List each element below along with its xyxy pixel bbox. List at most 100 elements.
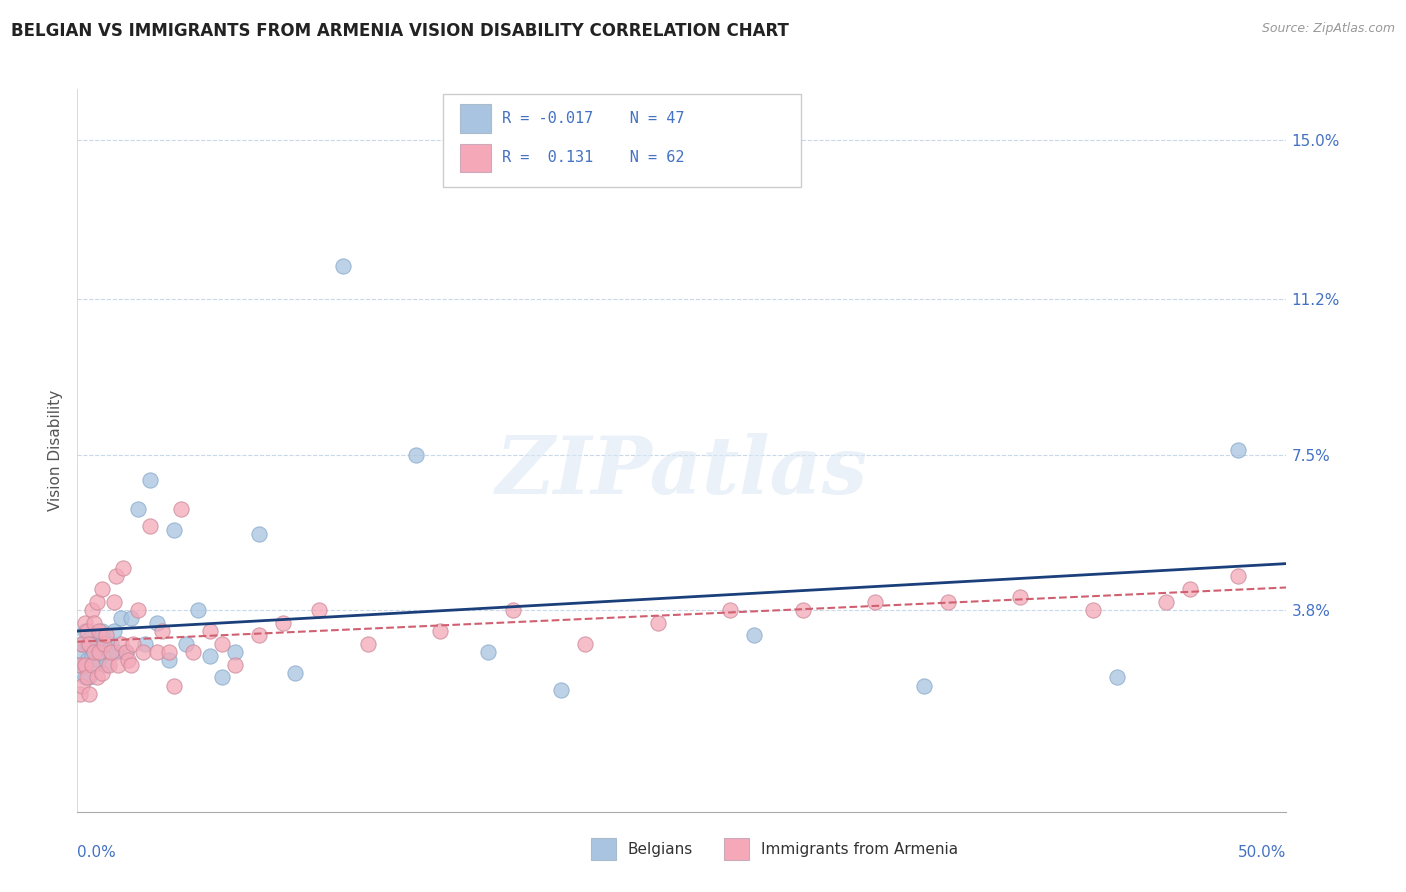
- Point: [211, 637, 233, 651]
- Point: [163, 679, 186, 693]
- Point: [96, 628, 118, 642]
- Point: [110, 611, 132, 625]
- Point: [157, 645, 180, 659]
- Point: [284, 666, 307, 681]
- Point: [80, 628, 103, 642]
- Point: [163, 523, 186, 537]
- Point: [93, 632, 115, 647]
- Text: Source: ZipAtlas.com: Source: ZipAtlas.com: [1261, 22, 1395, 36]
- Point: [1010, 591, 1032, 605]
- Point: [332, 259, 354, 273]
- Point: [107, 657, 129, 672]
- Point: [477, 645, 499, 659]
- Text: 50.0%: 50.0%: [1239, 846, 1286, 860]
- Point: [73, 615, 96, 630]
- Point: [87, 645, 110, 659]
- Point: [744, 628, 766, 642]
- Point: [405, 448, 427, 462]
- Text: ZIPatlas: ZIPatlas: [496, 434, 868, 511]
- Point: [83, 645, 105, 659]
- Point: [200, 624, 222, 639]
- Point: [211, 670, 233, 684]
- Point: [1227, 569, 1250, 583]
- Point: [97, 657, 120, 672]
- Point: [79, 637, 101, 651]
- Point: [127, 502, 149, 516]
- Point: [87, 624, 110, 639]
- Point: [80, 603, 103, 617]
- Point: [718, 603, 741, 617]
- Point: [146, 645, 169, 659]
- Point: [96, 657, 118, 672]
- Point: [90, 637, 112, 651]
- Point: [912, 679, 935, 693]
- Point: [100, 637, 122, 651]
- Point: [105, 645, 128, 659]
- Point: [150, 624, 173, 639]
- Point: [79, 687, 101, 701]
- Point: [117, 653, 139, 667]
- Point: [80, 649, 103, 664]
- Point: [79, 670, 101, 684]
- Point: [120, 611, 142, 625]
- Point: [86, 640, 108, 655]
- Point: [70, 637, 93, 651]
- Point: [134, 637, 156, 651]
- Point: [174, 637, 197, 651]
- Point: [69, 687, 91, 701]
- Point: [76, 653, 98, 667]
- Point: [69, 657, 91, 672]
- Point: [139, 519, 162, 533]
- Point: [574, 637, 596, 651]
- Point: [308, 603, 330, 617]
- Point: [247, 628, 270, 642]
- Point: [114, 645, 136, 659]
- Text: Belgians: Belgians: [627, 842, 692, 856]
- Point: [73, 670, 96, 684]
- Point: [146, 615, 169, 630]
- Point: [200, 649, 222, 664]
- Point: [120, 657, 142, 672]
- Point: [247, 527, 270, 541]
- Point: [80, 657, 103, 672]
- Point: [183, 645, 205, 659]
- Point: [139, 473, 162, 487]
- Point: [76, 637, 98, 651]
- Point: [83, 637, 105, 651]
- Point: [114, 645, 136, 659]
- Point: [187, 603, 209, 617]
- Text: R = -0.017    N = 47: R = -0.017 N = 47: [502, 112, 685, 126]
- Text: Immigrants from Armenia: Immigrants from Armenia: [761, 842, 957, 856]
- Point: [86, 595, 108, 609]
- Point: [90, 582, 112, 596]
- Point: [224, 645, 246, 659]
- Point: [70, 679, 93, 693]
- Point: [110, 637, 132, 651]
- Point: [76, 670, 98, 684]
- Point: [865, 595, 887, 609]
- Point: [103, 595, 125, 609]
- Text: 0.0%: 0.0%: [77, 846, 117, 860]
- Point: [224, 657, 246, 672]
- Point: [86, 670, 108, 684]
- Point: [70, 637, 93, 651]
- Point: [936, 595, 959, 609]
- Point: [550, 682, 572, 697]
- Point: [647, 615, 669, 630]
- Point: [90, 624, 112, 639]
- Point: [93, 637, 115, 651]
- Point: [271, 615, 294, 630]
- Point: [70, 645, 93, 659]
- Text: BELGIAN VS IMMIGRANTS FROM ARMENIA VISION DISABILITY CORRELATION CHART: BELGIAN VS IMMIGRANTS FROM ARMENIA VISIO…: [11, 22, 789, 40]
- Point: [157, 653, 180, 667]
- Point: [1227, 443, 1250, 458]
- Point: [76, 624, 98, 639]
- Point: [356, 637, 378, 651]
- Point: [131, 645, 153, 659]
- Point: [79, 632, 101, 647]
- Point: [105, 569, 128, 583]
- Point: [170, 502, 193, 516]
- Point: [103, 624, 125, 639]
- Point: [90, 666, 112, 681]
- Point: [100, 645, 122, 659]
